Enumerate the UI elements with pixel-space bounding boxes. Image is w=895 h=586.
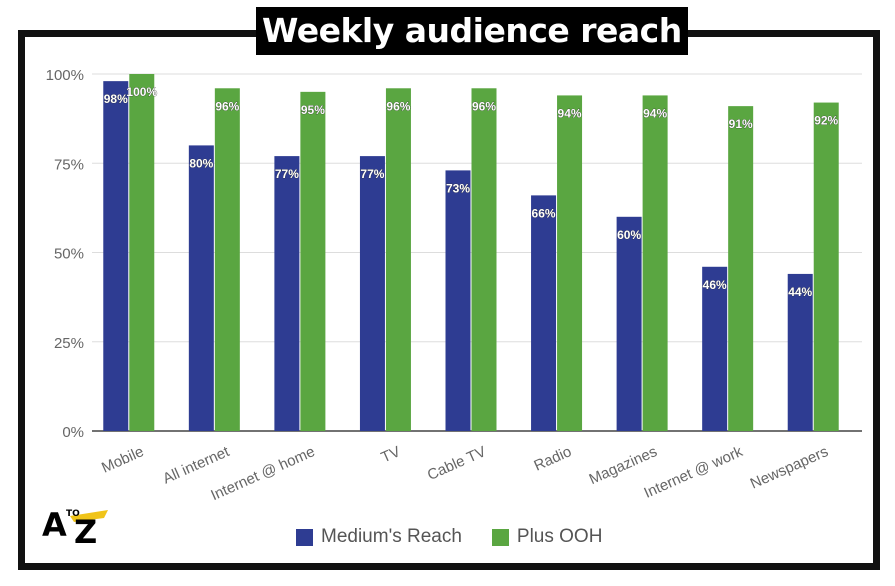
bar-series-1 — [616, 216, 642, 431]
bar-series-2 — [385, 88, 411, 431]
data-label-series-2: 91% — [729, 117, 753, 131]
data-label-series-1: 77% — [360, 167, 384, 181]
logo-swoosh — [70, 510, 108, 522]
data-label-series-1: 77% — [275, 167, 299, 181]
bar-series-1 — [188, 145, 214, 431]
x-tick-label: Magazines — [587, 443, 660, 488]
legend-item-series-2: Plus OOH — [491, 526, 603, 548]
x-tick-label: Mobile — [99, 443, 146, 477]
bar-series-2 — [214, 88, 240, 431]
x-tick-label: Newspapers — [748, 443, 831, 492]
y-tick-label: 50% — [54, 246, 84, 263]
x-tick-label: TV — [379, 443, 403, 466]
logo-letter-z: Z — [74, 513, 97, 548]
data-label-series-1: 44% — [788, 285, 812, 299]
data-label-series-1: 66% — [532, 206, 556, 220]
data-label-series-1: 98% — [104, 92, 128, 106]
data-label-series-2: 94% — [643, 106, 667, 120]
bar-series-2 — [557, 95, 583, 432]
bar-series-1 — [787, 273, 813, 431]
y-tick-label: 25% — [54, 335, 84, 352]
data-label-series-2: 96% — [215, 99, 239, 113]
data-label-series-2: 96% — [386, 99, 410, 113]
data-label-series-1: 80% — [189, 156, 213, 170]
data-label-series-2: 94% — [558, 106, 582, 120]
bar-series-1 — [359, 156, 385, 432]
x-tick-label: Internet @ work — [641, 443, 745, 502]
bar-series-1 — [445, 170, 471, 431]
a-to-z-logo: A TO Z — [40, 498, 112, 548]
data-label-series-2: 92% — [814, 114, 838, 128]
bar-series-1 — [531, 195, 557, 431]
x-tick-label: All internet — [160, 443, 232, 488]
data-label-series-2: 95% — [301, 103, 325, 117]
bar-series-2 — [471, 88, 497, 431]
data-label-series-2: 100% — [126, 85, 157, 99]
bar-series-1 — [103, 81, 129, 431]
bar-series-2 — [813, 102, 839, 431]
bar-series-2 — [728, 106, 754, 431]
legend-swatch-series-2 — [491, 528, 509, 546]
logo-letter-a: A — [42, 506, 67, 544]
x-tick-label: Cable TV — [425, 443, 489, 484]
chart-legend: Medium's Reach Plus OOH — [296, 526, 622, 548]
x-tick-label: Radio — [531, 443, 574, 474]
data-label-series-1: 73% — [446, 181, 470, 195]
bar-series-2 — [642, 95, 668, 432]
bar-series-1 — [702, 266, 728, 431]
y-tick-label: 100% — [46, 67, 84, 84]
y-tick-label: 75% — [54, 156, 84, 173]
data-label-series-1: 46% — [703, 278, 727, 292]
legend-label-series-1: Medium's Reach — [321, 526, 462, 547]
logo-letter-to: TO — [66, 509, 80, 519]
y-tick-label: 0% — [62, 424, 84, 441]
legend-item-series-1: Medium's Reach — [296, 526, 462, 548]
data-label-series-1: 60% — [617, 228, 641, 242]
legend-swatch-series-1 — [296, 528, 313, 546]
bar-series-1 — [274, 156, 300, 432]
bar-series-2 — [129, 74, 155, 431]
chart-title: Weekly audience reach — [256, 7, 688, 55]
data-label-series-2: 96% — [472, 99, 496, 113]
bar-series-2 — [300, 91, 326, 431]
legend-label-series-2: Plus OOH — [516, 526, 603, 547]
